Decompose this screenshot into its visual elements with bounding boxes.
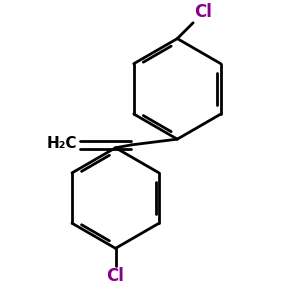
Text: Cl: Cl [194, 3, 212, 21]
Text: H₂C: H₂C [46, 136, 77, 151]
Text: Cl: Cl [106, 267, 124, 285]
